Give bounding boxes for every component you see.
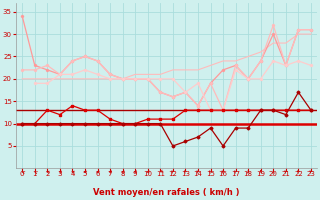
X-axis label: Vent moyen/en rafales ( km/h ): Vent moyen/en rafales ( km/h ) — [93, 188, 240, 197]
